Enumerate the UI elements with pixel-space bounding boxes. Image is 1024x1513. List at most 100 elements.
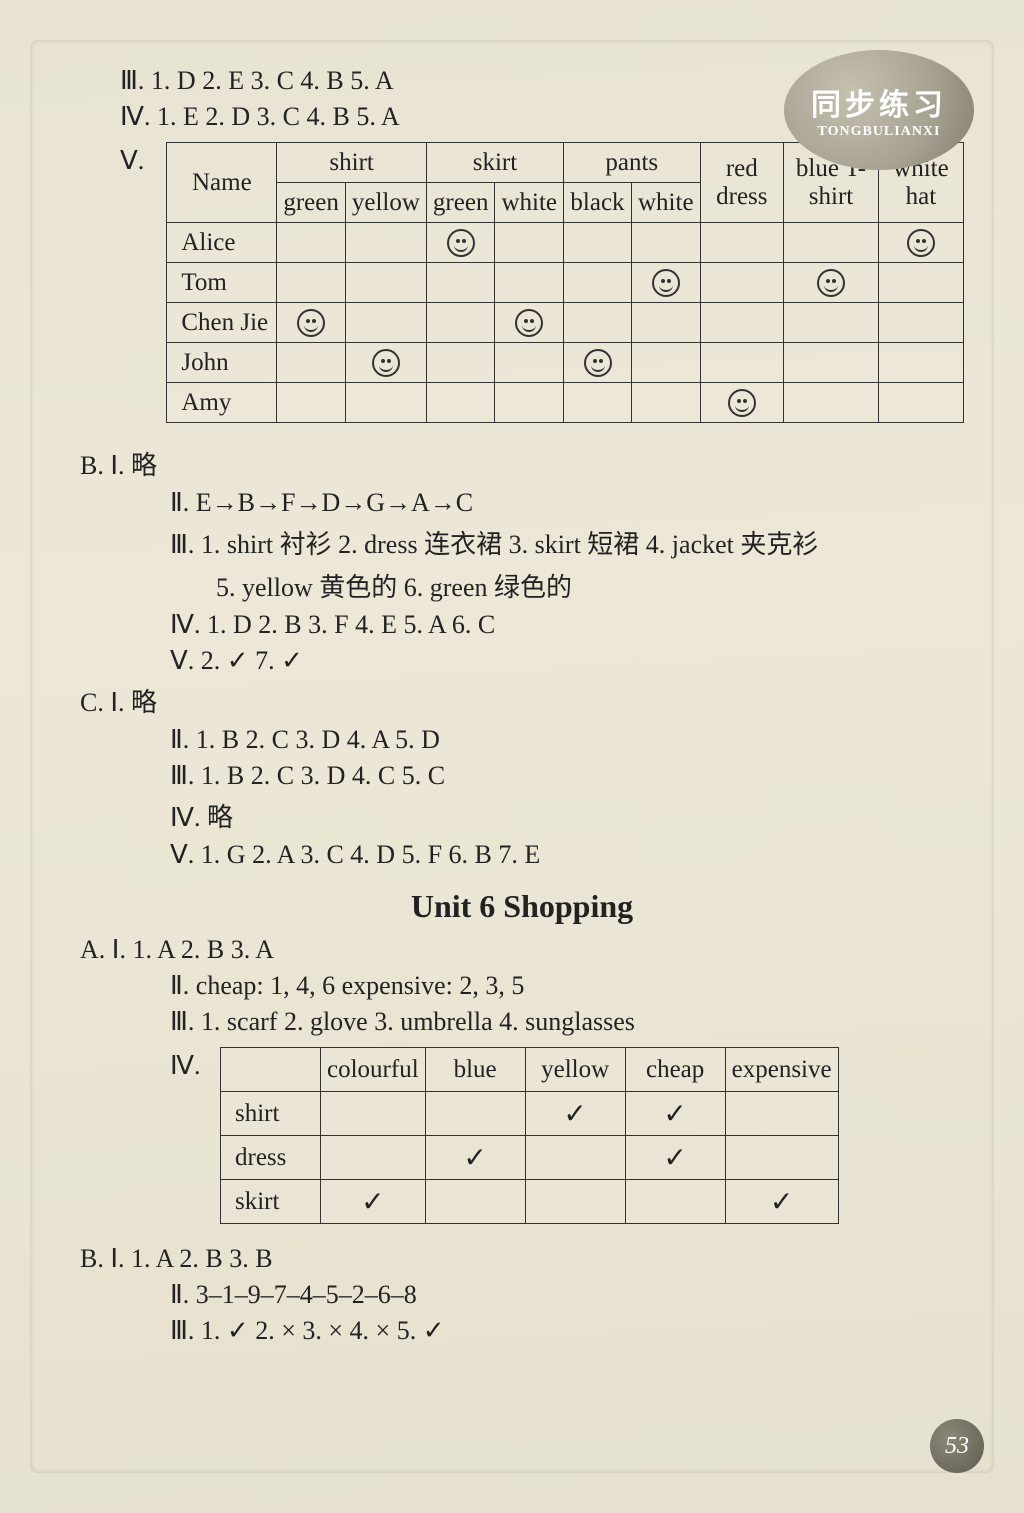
page-number: 53: [930, 1419, 984, 1473]
t1-cell: [700, 303, 784, 343]
smiley-icon: [907, 229, 935, 257]
t1-cell: [277, 303, 346, 343]
smiley-icon: [372, 349, 400, 377]
t1-cell: [700, 383, 784, 423]
t1-cell: [345, 303, 426, 343]
t2-cell: ✓: [321, 1180, 426, 1224]
t2-cell: [525, 1136, 625, 1180]
t1-cell: [784, 303, 879, 343]
answers-V-label: Ⅴ.: [120, 138, 160, 176]
t1-cell: [426, 383, 495, 423]
t1-cell: [564, 343, 632, 383]
brand-logo: 同步练习 TONGBULIANXI: [784, 50, 974, 170]
t1-cell: [632, 343, 701, 383]
t1-cell: [700, 343, 784, 383]
t1-cell: [878, 303, 963, 343]
t1-cell: [784, 223, 879, 263]
t1-cell: [277, 343, 346, 383]
t2-header: expensive: [725, 1048, 838, 1092]
t1-cell: [784, 263, 879, 303]
C-III: Ⅲ. 1. B 2. C 3. D 4. C 5. C: [170, 761, 964, 791]
logo-en: TONGBULIANXI: [784, 124, 974, 140]
t1-header: red dress: [700, 143, 784, 223]
smiley-icon: [728, 389, 756, 417]
t2-cell: ✓: [625, 1092, 725, 1136]
t1-cell: [495, 263, 564, 303]
smiley-icon: [515, 309, 543, 337]
t2-header: blue: [425, 1048, 525, 1092]
smiley-icon: [652, 269, 680, 297]
t1-header: pants: [564, 143, 701, 183]
B2-I: B. Ⅰ. 1. A 2. B 3. B: [80, 1244, 964, 1274]
t1-subheader: green: [277, 183, 346, 223]
t1-cell: [700, 263, 784, 303]
B-IIIa: Ⅲ. 1. shirt 衬衫 2. dress 连衣裙 3. skirt 短裙 …: [170, 524, 964, 561]
table-row: Alice: [167, 223, 964, 263]
t1-name: Alice: [167, 223, 277, 263]
t1-subheader: black: [564, 183, 632, 223]
C-IV: Ⅳ. 略: [170, 797, 964, 834]
t1-cell: [426, 343, 495, 383]
smiley-icon: [817, 269, 845, 297]
table-row: skirt✓✓: [221, 1180, 839, 1224]
B2-III: Ⅲ. 1. ✓ 2. × 3. × 4. × 5. ✓: [170, 1316, 964, 1346]
t2-cell: [425, 1180, 525, 1224]
B-II: Ⅱ. E→B→F→D→G→A→C: [170, 488, 964, 518]
C-I: C. Ⅰ. 略: [80, 682, 964, 719]
t1-subheader: yellow: [345, 183, 426, 223]
logo-cn: 同步练习: [784, 50, 974, 124]
t1-cell: [495, 383, 564, 423]
A2-I: A. Ⅰ. 1. A 2. B 3. A: [80, 935, 964, 965]
C-II: Ⅱ. 1. B 2. C 3. D 4. A 5. D: [170, 725, 964, 755]
t1-cell: [426, 263, 495, 303]
t2-cell: [525, 1180, 625, 1224]
t1-cell: [632, 263, 701, 303]
table-row: dress ✓ ✓: [221, 1136, 839, 1180]
t2-cell: ✓: [625, 1136, 725, 1180]
t1-cell: [878, 383, 963, 423]
A2-III: Ⅲ. 1. scarf 2. glove 3. umbrella 4. sung…: [170, 1007, 964, 1037]
B-V: Ⅴ. 2. ✓ 7. ✓: [170, 646, 964, 676]
t2-name: dress: [221, 1136, 321, 1180]
t2-cell: ✓: [425, 1136, 525, 1180]
t1-cell: [277, 263, 346, 303]
price-table: colourfulblueyellowcheapexpensiveshirt✓✓…: [220, 1047, 839, 1224]
t1-subheader: white: [632, 183, 701, 223]
t1-cell: [495, 223, 564, 263]
table-row: Amy: [167, 383, 964, 423]
t1-name: Amy: [167, 383, 277, 423]
t2-header: yellow: [525, 1048, 625, 1092]
t1-cell: [878, 223, 963, 263]
A2-IV-label: Ⅳ.: [170, 1043, 214, 1081]
t2-cell: ✓: [725, 1180, 838, 1224]
clothes-table: Nameshirtskirtpantsred dressblue T-shirt…: [166, 142, 964, 423]
t1-cell: [784, 343, 879, 383]
t1-cell: [564, 303, 632, 343]
t1-cell: [277, 383, 346, 423]
t2-cell: [725, 1136, 838, 1180]
t1-cell: [495, 343, 564, 383]
B2-II: Ⅱ. 3–1–9–7–4–5–2–6–8: [170, 1280, 964, 1310]
t1-cell: [564, 263, 632, 303]
table-row: shirt✓✓: [221, 1092, 839, 1136]
A2-II: Ⅱ. cheap: 1, 4, 6 expensive: 2, 3, 5: [170, 971, 964, 1001]
t2-header: [221, 1048, 321, 1092]
t1-cell: [345, 383, 426, 423]
t1-header: shirt: [277, 143, 427, 183]
t1-cell: [878, 343, 963, 383]
unit-title: Unit 6 Shopping: [80, 888, 964, 925]
t1-name: John: [167, 343, 277, 383]
t1-cell: [632, 303, 701, 343]
t1-name: Tom: [167, 263, 277, 303]
t1-subheader: green: [426, 183, 495, 223]
t1-cell: [495, 303, 564, 343]
smiley-icon: [297, 309, 325, 337]
t2-cell: [725, 1092, 838, 1136]
t1-name: Chen Jie: [167, 303, 277, 343]
t2-name: skirt: [221, 1180, 321, 1224]
t1-cell: [700, 223, 784, 263]
t2-cell: ✓: [525, 1092, 625, 1136]
t1-header: Name: [167, 143, 277, 223]
t1-cell: [564, 383, 632, 423]
t1-cell: [878, 263, 963, 303]
